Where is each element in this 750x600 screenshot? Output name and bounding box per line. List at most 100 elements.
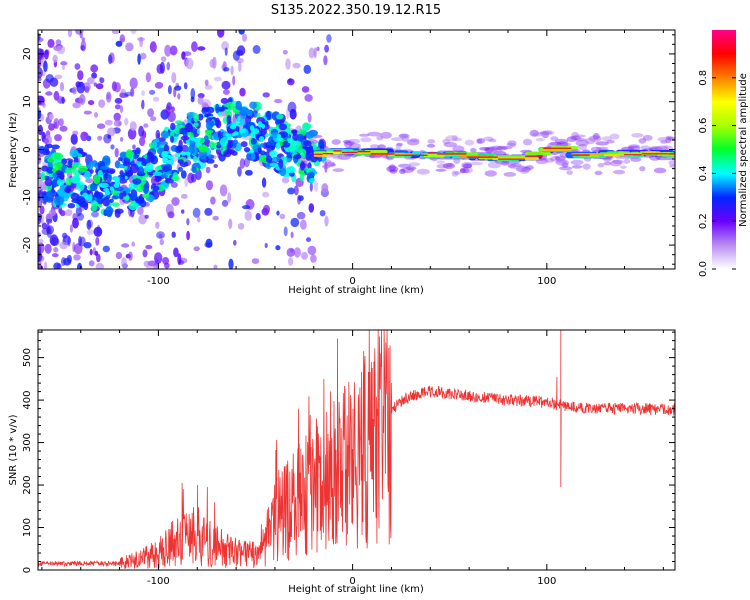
heatmap-noise-blob	[186, 230, 191, 241]
heatmap-noise-blob	[75, 30, 84, 35]
heatmap-noise-blob	[178, 260, 184, 265]
heatmap-noise-blob	[84, 86, 90, 94]
heatmap-haze-blob	[665, 135, 674, 140]
heatmap-haze-blob	[519, 167, 530, 175]
heatmap-noise-blob	[81, 37, 86, 42]
heatmap-signal-blob	[278, 123, 288, 131]
heatmap-haze-blob	[570, 135, 582, 140]
heatmap-signal-blob	[300, 161, 305, 171]
heatmap-noise-blob	[129, 77, 138, 89]
heatmap-signal-blob	[57, 188, 64, 197]
heatmap-noise-blob	[104, 119, 113, 126]
heatmap-noise-blob	[127, 128, 137, 140]
heatmap-haze-blob	[501, 146, 513, 150]
heatmap-haze-blob	[570, 159, 584, 165]
heatmap-haze-blob	[436, 160, 445, 164]
heatmap-haze-blob	[594, 170, 603, 176]
heatmap-haze-blob	[620, 165, 627, 169]
heatmap-noise-blob	[181, 209, 185, 214]
heatmap-noise-blob	[313, 180, 319, 192]
heatmap-band-segment	[423, 153, 445, 158]
heatmap-haze-blob	[446, 163, 454, 168]
heatmap-haze-blob	[541, 131, 550, 139]
heatmap-signal-blob	[135, 196, 145, 205]
heatmap-peak-blob	[103, 188, 110, 192]
heatmap-noise-blob	[147, 108, 155, 117]
heatmap-noise-blob	[287, 101, 297, 114]
heatmap-noise-blob	[279, 213, 286, 220]
heatmap-noise-blob	[107, 134, 111, 139]
heatmap-haze-blob	[347, 138, 361, 144]
heatmap-haze-blob	[401, 136, 410, 142]
heatmap-noise-blob	[213, 264, 218, 269]
heatmap-noise-blob	[113, 112, 121, 122]
heatmap-signal-blob	[269, 162, 279, 167]
heatmap-peak-blob	[184, 151, 191, 156]
heatmap-noise-blob	[38, 199, 43, 208]
heatmap-signal-blob	[250, 152, 256, 161]
heatmap-haze-blob	[399, 133, 409, 138]
heatmap-haze-blob	[555, 159, 570, 166]
heatmap-noise-blob	[130, 88, 135, 97]
heatmap-noise-blob	[49, 209, 57, 217]
heatmap-noise-blob	[114, 147, 119, 158]
heatmap-signal-blob	[111, 189, 118, 195]
heatmap-peak-blob	[287, 139, 294, 144]
heatmap-noise-blob	[72, 102, 81, 109]
heatmap-peak-blob	[109, 186, 114, 191]
heatmap-signal-blob	[96, 197, 104, 204]
heatmap-noise-blob	[138, 125, 145, 137]
colorbar-tick-label: 0.4	[698, 165, 709, 181]
heatmap-signal-blob	[45, 191, 53, 198]
heatmap-noise-blob	[87, 100, 95, 106]
heatmap-peak-blob	[190, 137, 196, 141]
heatmap-signal-blob	[152, 171, 163, 176]
heatmap-signal-blob	[296, 133, 305, 142]
heatmap-haze-blob	[606, 139, 615, 144]
heatmap-signal-blob	[109, 169, 115, 174]
heatmap-noise-blob	[143, 123, 149, 128]
heatmap-signal-blob	[233, 139, 238, 145]
heatmap-band-segment	[641, 153, 668, 155]
heatmap-signal-blob	[257, 147, 262, 153]
heatmap-noise-blob	[323, 55, 328, 66]
heatmap-signal-blob	[106, 174, 112, 183]
heatmap-signal-blob	[206, 158, 215, 164]
heatmap-haze-blob	[585, 137, 596, 145]
heatmap-signal-blob	[54, 195, 64, 206]
heatmap-noise-blob	[69, 224, 73, 233]
heatmap-haze-blob	[566, 170, 573, 176]
heatmap-noise-blob	[167, 85, 172, 95]
heatmap-noise-blob	[80, 45, 85, 51]
colorbar-gradient	[712, 30, 736, 269]
heatmap-signal-blob	[160, 130, 169, 139]
heatmap-haze-blob	[603, 161, 612, 166]
heatmap-noise-blob	[119, 105, 124, 114]
heatmap-noise-blob	[49, 77, 59, 87]
heatmap-noise-blob	[125, 42, 134, 52]
heatmap-noise-blob	[86, 219, 92, 230]
heatmap-noise-blob	[251, 258, 260, 264]
heatmap-haze-blob	[554, 138, 569, 145]
heatmap-noise-blob	[177, 93, 181, 100]
heatmap-signal-blob	[47, 162, 53, 169]
heatmap-haze-blob	[451, 170, 459, 177]
heatmap-peak-blob	[275, 142, 281, 150]
heatmap-noise-blob	[150, 116, 157, 122]
snr-plot-area	[38, 330, 675, 570]
heatmap-haze-blob	[395, 143, 403, 149]
heatmap-band-segment	[313, 153, 323, 155]
heatmap-haze-blob	[529, 129, 539, 137]
heatmap-noise-blob	[288, 257, 294, 266]
heatmap-noise-blob	[324, 161, 328, 173]
heatmap-haze-blob	[613, 169, 626, 175]
heatmap-noise-blob	[153, 262, 159, 269]
heatmap-signal-blob	[53, 152, 63, 160]
heatmap-noise-blob	[171, 72, 177, 84]
heatmap-peak-blob	[239, 128, 245, 134]
heatmap-haze-blob	[539, 131, 553, 135]
heatmap-noise-blob	[41, 222, 47, 230]
heatmap-signal-blob	[293, 154, 302, 160]
